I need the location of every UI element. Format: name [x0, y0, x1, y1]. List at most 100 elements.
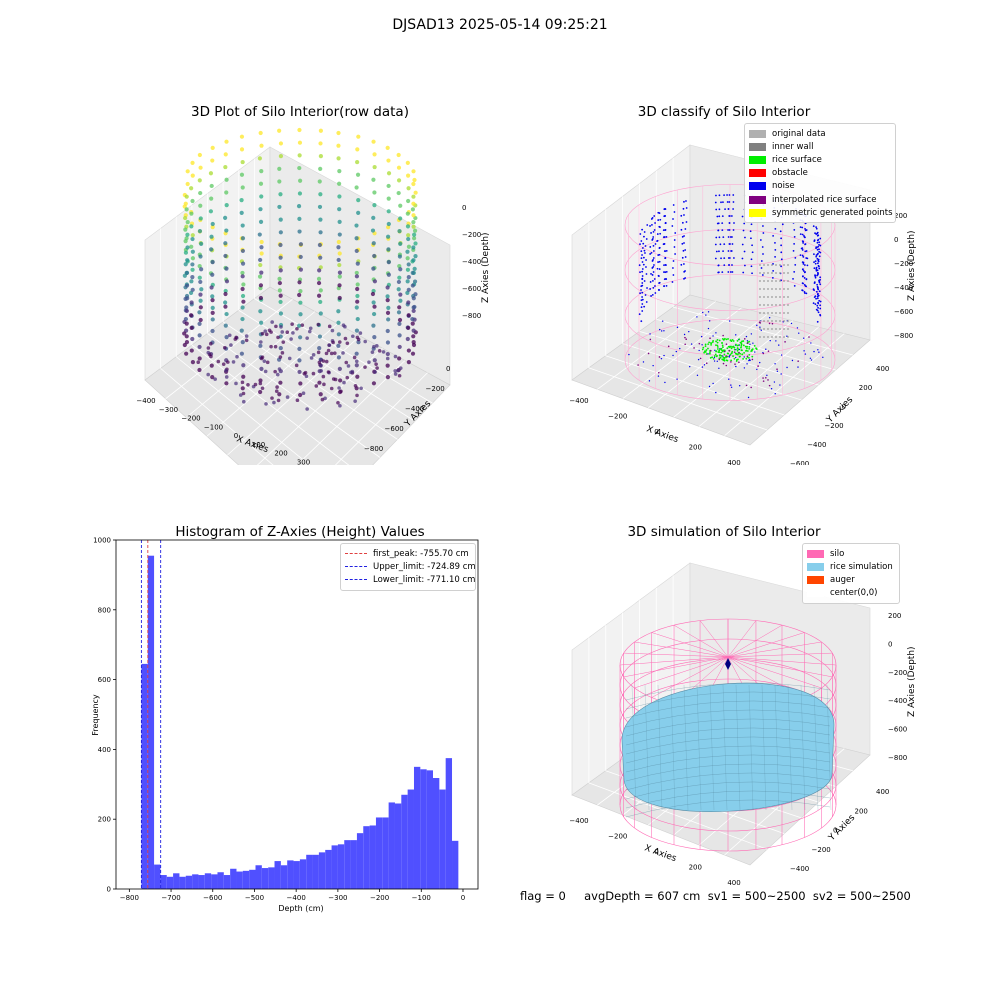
noise-point — [796, 327, 799, 329]
histogram-ylabel: Frequency — [91, 694, 100, 736]
noise-point — [816, 309, 819, 312]
raw-data-point — [371, 311, 377, 317]
rice-surface-point — [719, 354, 721, 356]
raw-data-point — [411, 236, 417, 241]
rice-surface-point — [721, 342, 724, 344]
raw-data-point — [240, 159, 245, 165]
noise-point — [803, 291, 806, 293]
inner-wall-point — [763, 304, 765, 306]
noise-point — [652, 236, 655, 238]
noise-point — [771, 276, 774, 279]
raw-data-point — [224, 266, 229, 271]
raw-data-point — [297, 216, 302, 221]
inner-wall-point — [763, 336, 765, 338]
noise-point — [684, 228, 687, 230]
raw-data-point — [396, 152, 401, 158]
noise-point — [741, 243, 744, 246]
grid-line — [238, 309, 416, 422]
noise-point — [805, 292, 808, 295]
noise-point — [742, 271, 745, 274]
raw-data-point — [258, 295, 264, 301]
interpolated-point — [771, 322, 774, 325]
grid-line — [334, 372, 428, 465]
noise-point — [652, 257, 655, 259]
raw-data-point — [386, 272, 391, 277]
noise-point — [775, 340, 777, 342]
noise-point — [730, 386, 733, 388]
rice-surface-point — [714, 353, 717, 356]
interpolated-point — [718, 358, 721, 361]
raw-data-point — [371, 139, 376, 144]
noise-point — [654, 222, 656, 224]
rice-surface-point — [720, 347, 723, 350]
raw-data-point — [372, 344, 376, 349]
raw-data-point — [396, 190, 401, 196]
rice-surface-point — [717, 351, 720, 354]
noise-point — [819, 304, 822, 307]
noise-point — [683, 235, 685, 237]
inner-wall-point — [775, 328, 777, 330]
rice-surface-point — [730, 359, 733, 362]
noise-point — [684, 256, 687, 258]
raw-data-point — [244, 334, 249, 338]
inner-wall-point — [775, 304, 777, 306]
raw-data-point — [355, 172, 361, 177]
raw-data-point — [185, 181, 190, 187]
raw-data-point — [184, 340, 190, 345]
raw-data-point — [386, 247, 391, 252]
raw-data-point — [223, 152, 228, 157]
noise-point — [663, 208, 666, 211]
raw-data-point — [185, 169, 190, 174]
raw-data-point — [297, 140, 303, 145]
raw-data-point — [317, 204, 323, 210]
rice-surface-point — [741, 349, 743, 352]
raw-data-point — [274, 389, 279, 394]
noise-point — [726, 201, 729, 203]
raw-data-point — [190, 336, 195, 342]
noise-point — [652, 250, 655, 252]
raw-x-tick-label: −100 — [204, 423, 223, 431]
inner-wall-point — [779, 280, 781, 282]
raw-data-point — [370, 350, 375, 354]
rice-surface-point — [726, 347, 729, 350]
noise-point — [794, 256, 797, 259]
raw-data-point — [185, 245, 190, 250]
noise-point — [722, 201, 724, 204]
inner-wall-point — [763, 288, 765, 290]
raw-data-point — [324, 351, 329, 356]
raw-data-point — [190, 249, 195, 254]
raw-data-point — [183, 215, 188, 221]
noise-point — [650, 272, 652, 275]
raw-data-point — [371, 381, 377, 386]
raw-data-point — [239, 172, 245, 177]
raw-data-point — [318, 192, 323, 197]
noise-point — [810, 342, 812, 344]
noise-point — [721, 215, 724, 218]
rice-surface-point — [704, 350, 707, 353]
rice-mesh-line — [683, 684, 689, 811]
noise-point — [707, 327, 710, 330]
raw-data-point — [344, 360, 349, 365]
noise-point — [747, 396, 750, 399]
histogram-bar — [147, 555, 155, 889]
raw-data-point — [413, 254, 418, 259]
noise-point — [685, 221, 688, 223]
noise-point — [722, 250, 724, 253]
rice-mesh-line — [625, 754, 831, 773]
raw-data-point — [397, 356, 402, 361]
rice-mesh-line — [761, 684, 767, 811]
raw-data-point — [241, 363, 246, 368]
raw-data-point — [189, 325, 194, 330]
sim-z-tick-label: −800 — [888, 754, 907, 762]
raw-data-point — [411, 194, 416, 199]
raw-data-point — [337, 251, 342, 256]
raw-data-point — [397, 229, 402, 234]
legend-label: original data — [772, 128, 826, 139]
noise-point — [662, 236, 665, 239]
sim-y-tick-label: 0 — [833, 827, 837, 835]
noise-point — [673, 246, 676, 248]
noise-point — [818, 243, 820, 246]
inner-wall-point — [779, 272, 781, 274]
inner-wall-point — [767, 280, 769, 282]
noise-point — [683, 242, 685, 244]
